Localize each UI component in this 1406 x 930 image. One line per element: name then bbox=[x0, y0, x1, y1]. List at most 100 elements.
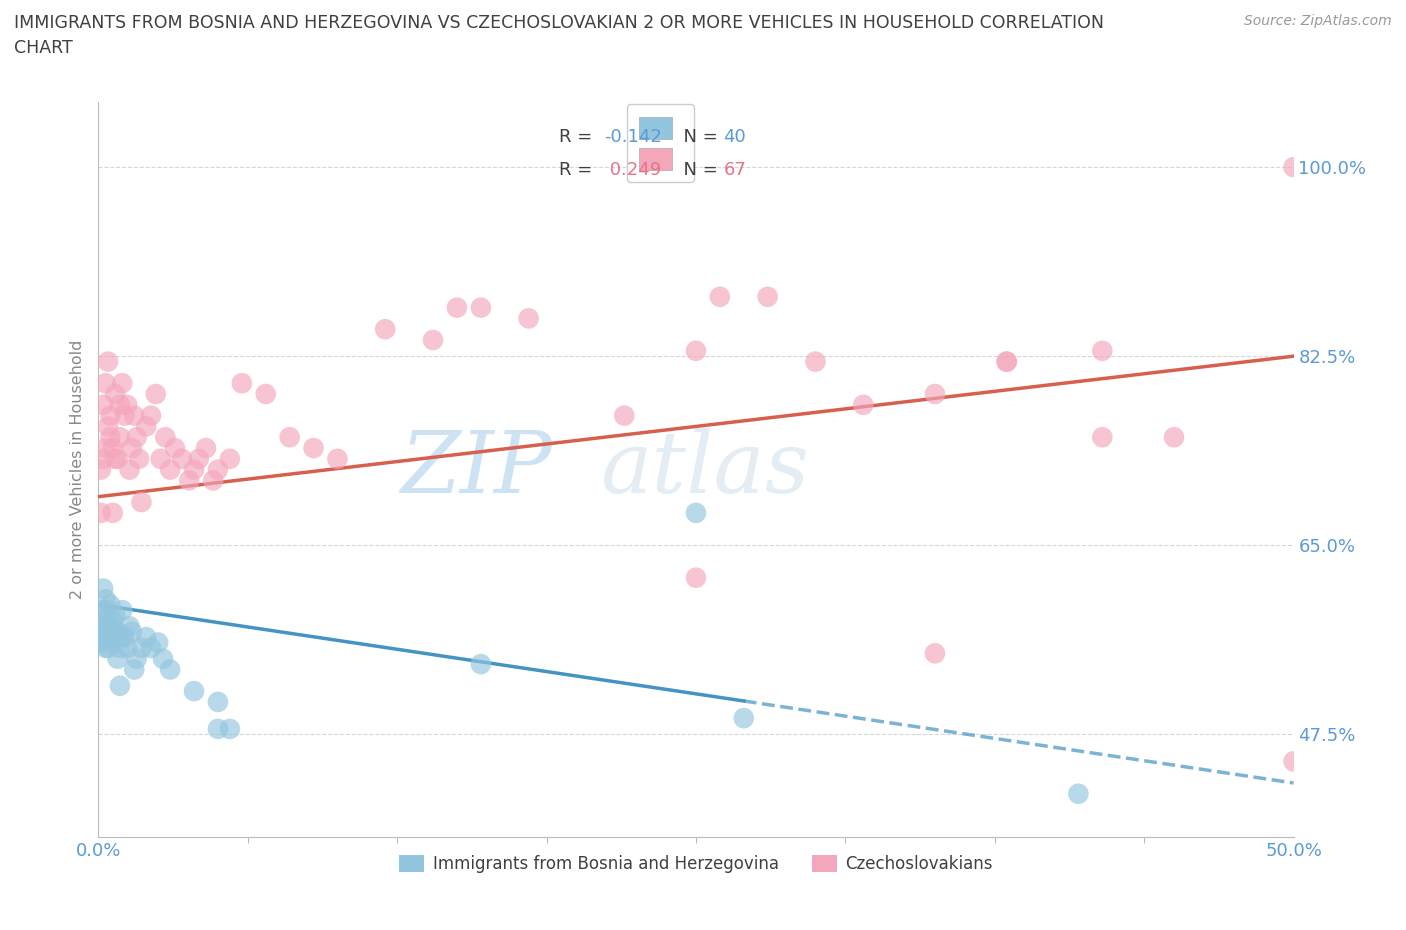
Point bbox=[733, 711, 755, 725]
Point bbox=[172, 451, 194, 466]
Point bbox=[145, 387, 167, 402]
Point bbox=[470, 657, 492, 671]
Text: N =: N = bbox=[672, 128, 724, 146]
Point bbox=[94, 641, 117, 656]
Point bbox=[804, 354, 827, 369]
Point bbox=[155, 430, 177, 445]
Legend: Immigrants from Bosnia and Herzegovina, Czechoslovakians: Immigrants from Bosnia and Herzegovina, … bbox=[392, 848, 1000, 880]
Point bbox=[94, 441, 117, 456]
Point bbox=[374, 322, 396, 337]
Point bbox=[1067, 787, 1090, 802]
Point bbox=[108, 641, 131, 656]
Point bbox=[1091, 343, 1114, 358]
Point bbox=[183, 684, 205, 698]
Point bbox=[90, 635, 112, 650]
Point bbox=[90, 618, 112, 633]
Point bbox=[124, 662, 146, 677]
Point bbox=[104, 608, 127, 623]
Point bbox=[685, 505, 707, 520]
Point bbox=[108, 678, 131, 693]
Point bbox=[756, 289, 779, 304]
Point bbox=[118, 618, 141, 633]
Point bbox=[97, 641, 120, 656]
Text: IMMIGRANTS FROM BOSNIA AND HERZEGOVINA VS CZECHOSLOVAKIAN 2 OR MORE VEHICLES IN : IMMIGRANTS FROM BOSNIA AND HERZEGOVINA V… bbox=[14, 14, 1104, 32]
Point bbox=[131, 641, 153, 656]
Point bbox=[94, 591, 117, 606]
Point bbox=[104, 387, 127, 402]
Point bbox=[98, 597, 122, 612]
Point bbox=[131, 495, 153, 510]
Point bbox=[94, 376, 117, 391]
Text: -0.142: -0.142 bbox=[605, 128, 662, 146]
Point bbox=[111, 603, 134, 618]
Point bbox=[101, 441, 124, 456]
Point bbox=[995, 354, 1018, 369]
Point bbox=[685, 570, 707, 585]
Text: N =: N = bbox=[672, 161, 724, 179]
Point bbox=[115, 641, 138, 656]
Point bbox=[135, 419, 157, 434]
Point bbox=[195, 441, 218, 456]
Point bbox=[98, 430, 122, 445]
Point bbox=[108, 430, 131, 445]
Point bbox=[149, 451, 172, 466]
Point bbox=[101, 614, 124, 629]
Point bbox=[207, 695, 229, 710]
Point bbox=[125, 651, 148, 666]
Point bbox=[94, 630, 117, 644]
Point bbox=[1282, 160, 1305, 175]
Point bbox=[121, 624, 143, 639]
Point bbox=[114, 408, 136, 423]
Point bbox=[152, 651, 174, 666]
Point bbox=[159, 662, 181, 677]
Point bbox=[302, 441, 325, 456]
Point bbox=[98, 618, 122, 633]
Text: ZIP: ZIP bbox=[401, 429, 553, 511]
Point bbox=[995, 354, 1018, 369]
Point bbox=[91, 581, 114, 596]
Point bbox=[90, 505, 112, 520]
Point bbox=[108, 397, 131, 412]
Text: 0.249: 0.249 bbox=[605, 161, 661, 179]
Point bbox=[446, 300, 468, 315]
Point bbox=[118, 462, 141, 477]
Point bbox=[91, 614, 114, 629]
Point bbox=[207, 722, 229, 737]
Point bbox=[163, 441, 186, 456]
Point bbox=[98, 408, 122, 423]
Point bbox=[125, 430, 148, 445]
Point bbox=[326, 451, 349, 466]
Point bbox=[91, 397, 114, 412]
Point bbox=[121, 441, 143, 456]
Text: R =: R = bbox=[558, 161, 598, 179]
Text: 67: 67 bbox=[724, 161, 747, 179]
Point bbox=[1282, 754, 1305, 769]
Point bbox=[148, 635, 170, 650]
Text: 40: 40 bbox=[724, 128, 747, 146]
Point bbox=[124, 408, 146, 423]
Point bbox=[517, 311, 540, 325]
Point bbox=[1091, 430, 1114, 445]
Point bbox=[107, 451, 129, 466]
Point bbox=[219, 451, 242, 466]
Point bbox=[111, 630, 134, 644]
Point bbox=[111, 376, 134, 391]
Point bbox=[101, 630, 124, 644]
Point bbox=[101, 505, 124, 520]
Point bbox=[94, 603, 117, 618]
Point bbox=[128, 451, 150, 466]
Point bbox=[219, 722, 242, 737]
Point bbox=[159, 462, 181, 477]
Point bbox=[91, 603, 114, 618]
Point bbox=[924, 387, 946, 402]
Point bbox=[114, 630, 136, 644]
Point bbox=[852, 397, 875, 412]
Point bbox=[231, 376, 253, 391]
Point bbox=[98, 630, 122, 644]
Text: R =: R = bbox=[558, 128, 598, 146]
Point bbox=[139, 408, 162, 423]
Point bbox=[97, 419, 120, 434]
Point bbox=[202, 473, 225, 488]
Point bbox=[115, 397, 138, 412]
Point bbox=[422, 333, 444, 348]
